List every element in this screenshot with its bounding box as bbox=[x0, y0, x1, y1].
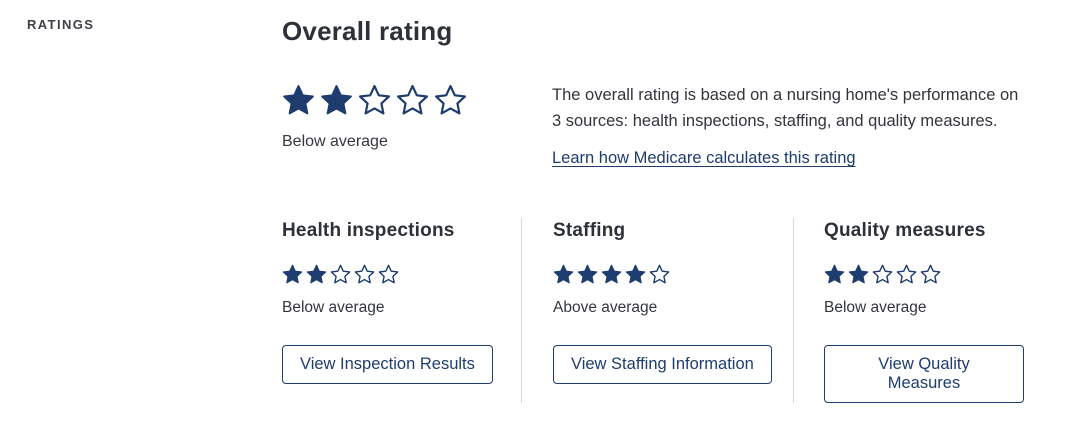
star-icon-empty bbox=[359, 84, 390, 115]
staffing-star-rating bbox=[553, 264, 793, 285]
star-icon-empty bbox=[378, 264, 399, 284]
star-icon-filled bbox=[553, 264, 574, 284]
subrating-title: Quality measures bbox=[824, 220, 986, 241]
section-label: RATINGS bbox=[27, 17, 95, 32]
health-inspections-star-rating bbox=[282, 264, 521, 285]
star-icon-empty bbox=[649, 264, 670, 284]
star-icon-filled bbox=[848, 264, 869, 284]
overall-rating-stars-block: Below average bbox=[282, 80, 552, 168]
star-icon-empty bbox=[435, 84, 466, 115]
overall-rating-description-block: The overall rating is based on a nursing… bbox=[552, 80, 1024, 168]
overall-rating-section: Below average The overall rating is base… bbox=[282, 80, 1024, 168]
star-icon-filled bbox=[283, 85, 314, 115]
star-icon-filled bbox=[577, 264, 598, 284]
star-icon-empty bbox=[872, 264, 893, 284]
quality-measures-star-rating bbox=[824, 264, 1024, 285]
staffing-rating-label: Above average bbox=[553, 299, 658, 316]
page-title: Overall rating bbox=[282, 16, 453, 46]
star-icon-filled bbox=[625, 264, 646, 284]
overall-rating-description: The overall rating is based on a nursing… bbox=[552, 86, 1019, 130]
health-inspections-rating-label: Below average bbox=[282, 299, 385, 316]
subrating-staffing: Staffing Above average View Staffing Inf… bbox=[521, 218, 793, 403]
learn-how-medicare-calculates-link[interactable]: Learn how Medicare calculates this ratin… bbox=[552, 149, 856, 167]
ratings-main: Overall rating Below average The overall… bbox=[282, 16, 1024, 403]
view-inspection-results-button[interactable]: View Inspection Results bbox=[282, 345, 493, 384]
view-quality-measures-button[interactable]: View Quality Measures bbox=[824, 345, 1024, 403]
star-icon-empty bbox=[920, 264, 941, 284]
star-icon-filled bbox=[321, 85, 352, 115]
subrating-health-inspections: Health inspections Below average View In… bbox=[282, 218, 521, 403]
star-icon-empty bbox=[354, 264, 375, 284]
subratings-section: Health inspections Below average View In… bbox=[282, 218, 1024, 403]
star-icon-empty bbox=[330, 264, 351, 284]
subrating-quality-measures: Quality measures Below average View Qual… bbox=[793, 218, 1024, 403]
star-icon-empty bbox=[397, 84, 428, 115]
overall-rating-label: Below average bbox=[282, 133, 388, 150]
star-icon-filled bbox=[282, 264, 303, 284]
quality-measures-rating-label: Below average bbox=[824, 299, 927, 316]
star-icon-filled bbox=[601, 264, 622, 284]
view-staffing-information-button[interactable]: View Staffing Information bbox=[553, 345, 772, 384]
star-icon-empty bbox=[896, 264, 917, 284]
subrating-title: Staffing bbox=[553, 220, 626, 241]
star-icon-filled bbox=[824, 264, 845, 284]
star-icon-filled bbox=[306, 264, 327, 284]
subrating-title: Health inspections bbox=[282, 220, 455, 241]
overall-star-rating bbox=[282, 84, 552, 117]
